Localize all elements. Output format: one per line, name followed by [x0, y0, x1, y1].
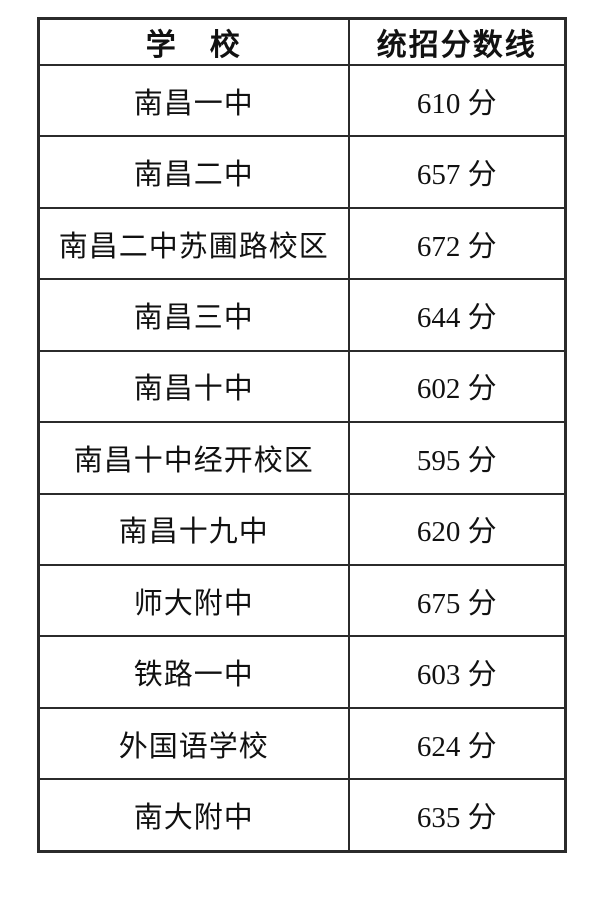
- score-cell: 624 分: [347, 706, 567, 781]
- score-cell: 620 分: [347, 492, 567, 566]
- table-row: 师大附中 675 分: [37, 563, 567, 638]
- score-cell: 672 分: [347, 206, 567, 281]
- school-cell: 南昌十九中: [37, 492, 350, 566]
- table-row: 南昌二中 657 分: [37, 135, 567, 209]
- score-cell: 675 分: [347, 563, 567, 638]
- header-cell-school: 学 校: [37, 17, 350, 66]
- score-cell: 610 分: [347, 63, 567, 138]
- school-cell: 南昌十中: [37, 349, 350, 424]
- table-row: 南昌十中经开校区 595 分: [37, 421, 567, 495]
- school-cell: 南昌一中: [37, 63, 350, 138]
- table-row: 南昌二中苏圃路校区 672 分: [37, 206, 567, 281]
- score-table: 学 校 统招分数线 南昌一中 610 分 南昌二中 657 分 南昌二中苏圃路校…: [37, 17, 567, 853]
- table-row: 南昌十中 602 分: [37, 349, 567, 424]
- score-cell: 635 分: [347, 778, 567, 853]
- table-row: 南大附中 635 分: [37, 778, 567, 853]
- school-cell: 南昌十中经开校区: [37, 421, 350, 495]
- score-cell: 602 分: [347, 349, 567, 424]
- table-row: 南昌三中 644 分: [37, 278, 567, 352]
- table-row: 铁路一中 603 分: [37, 635, 567, 709]
- score-cell: 644 分: [347, 278, 567, 352]
- school-cell: 南昌二中苏圃路校区: [37, 206, 350, 281]
- school-cell: 外国语学校: [37, 706, 350, 781]
- score-cell: 595 分: [347, 421, 567, 495]
- header-cell-score: 统招分数线: [347, 17, 567, 66]
- school-cell: 师大附中: [37, 563, 350, 638]
- school-cell: 南昌三中: [37, 278, 350, 352]
- score-cell: 603 分: [347, 635, 567, 709]
- score-cell: 657 分: [347, 135, 567, 209]
- table-header-row: 学 校 统招分数线: [37, 17, 567, 66]
- school-cell: 铁路一中: [37, 635, 350, 709]
- table-row: 外国语学校 624 分: [37, 706, 567, 781]
- school-cell: 南大附中: [37, 778, 350, 853]
- school-cell: 南昌二中: [37, 135, 350, 209]
- table-row: 南昌十九中 620 分: [37, 492, 567, 566]
- table-row: 南昌一中 610 分: [37, 63, 567, 138]
